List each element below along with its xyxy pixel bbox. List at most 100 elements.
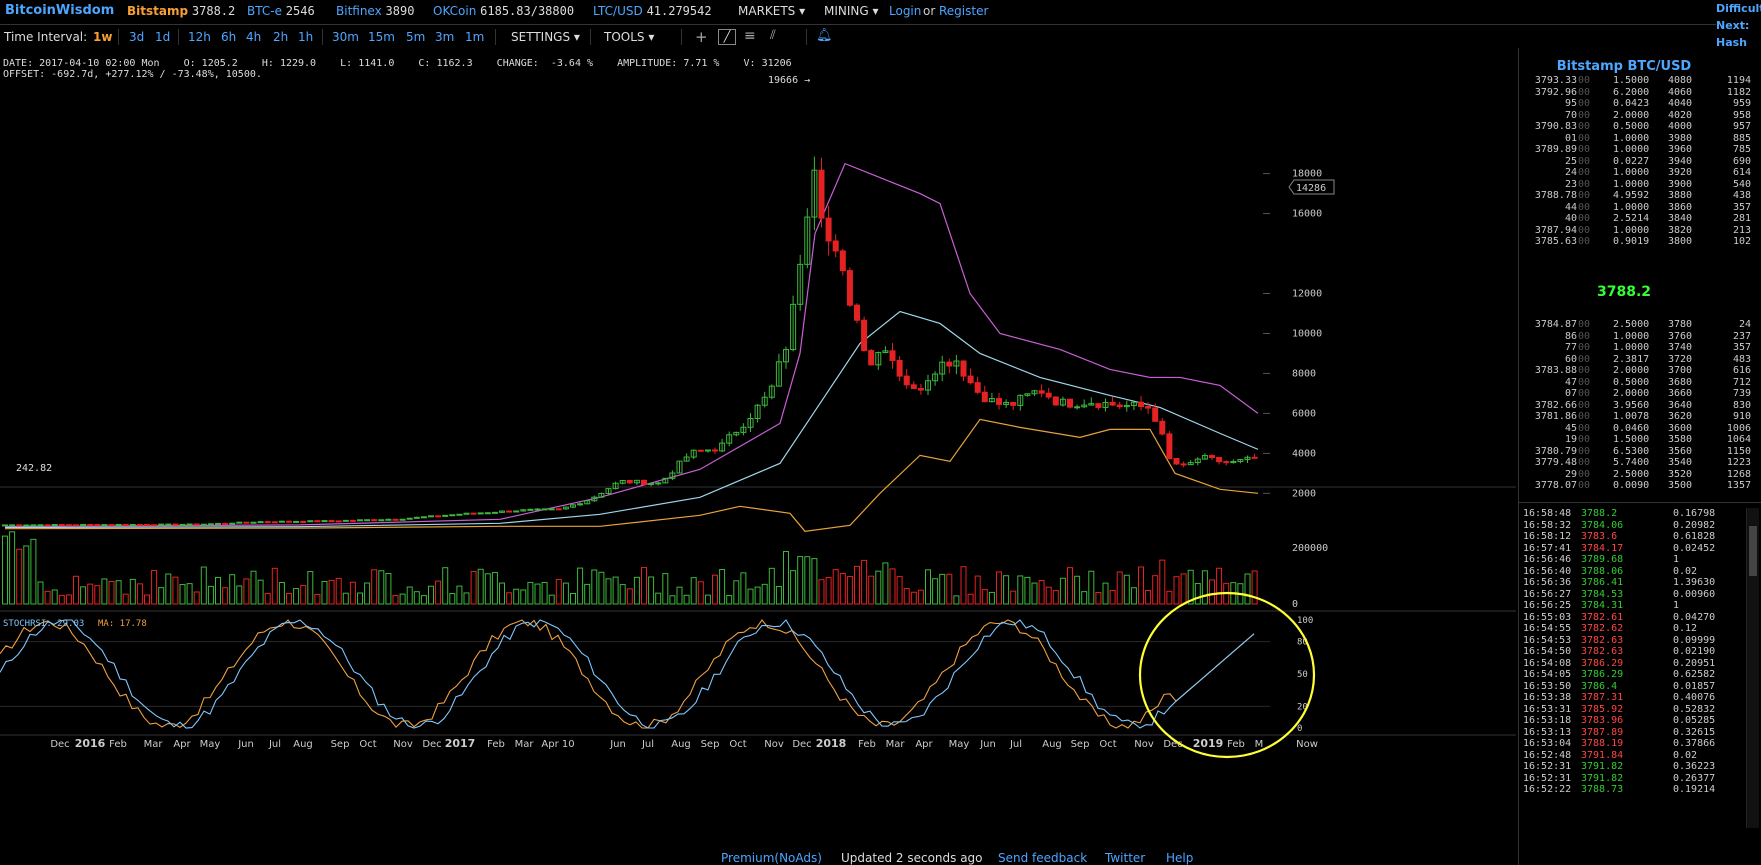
x-axis-label: Dec	[50, 739, 69, 750]
volume-bar	[364, 582, 371, 605]
candle	[80, 523, 87, 526]
cell: 4080	[1668, 75, 1693, 86]
interval-30m[interactable]: 30m	[332, 30, 359, 44]
interval-1d[interactable]: 1d	[155, 30, 171, 44]
volume-bar	[30, 538, 37, 605]
price-chart[interactable]: STOCHRSI: 29.03 MA: 17.78 18000 16000 12000…	[0, 48, 1516, 848]
ticker-bitfinex[interactable]: Bitfinex 3890	[336, 4, 414, 18]
candle	[1024, 393, 1031, 396]
x-axis-label: Aug	[1042, 739, 1062, 750]
x-axis-label: 2018	[816, 737, 847, 750]
volume-bar	[58, 594, 65, 605]
brand-logo[interactable]: BitcoinWisdom	[5, 3, 115, 18]
volume-bar	[669, 595, 676, 605]
candle	[1152, 407, 1159, 422]
ticker-ltcusd[interactable]: LTC/USD 41.279542	[593, 4, 712, 18]
login-link[interactable]: Login	[889, 4, 922, 18]
interval-5m[interactable]: 5m	[406, 30, 426, 44]
candle	[463, 512, 470, 515]
mining-label: MINING	[824, 4, 869, 18]
middle-band	[4, 310, 1259, 529]
ticker-name: LTC/USD	[593, 4, 643, 18]
x-axis-label: Oct	[729, 739, 746, 750]
horizontal-lines-icon[interactable]: ≡	[744, 28, 756, 44]
markets-menu[interactable]: MARKETS ▾	[738, 4, 805, 18]
volume-bar	[357, 592, 363, 605]
cell: 885	[1732, 132, 1751, 144]
stoch-tick-label: 0	[1297, 724, 1302, 734]
help-link[interactable]: Help	[1166, 851, 1194, 865]
cell: 00	[1578, 132, 1591, 144]
volume-bar	[846, 576, 853, 605]
time-interval-label: Time Interval:	[4, 30, 88, 44]
register-link[interactable]: Register	[939, 4, 989, 18]
cell: 0.37866	[1673, 738, 1716, 749]
volume-bar	[236, 585, 243, 605]
x-axis-label: Mar	[144, 739, 164, 750]
candle	[115, 523, 122, 526]
candle	[733, 431, 740, 436]
ticker-btce[interactable]: BTC-e 2546	[247, 4, 315, 18]
interval-1m[interactable]: 1m	[465, 30, 485, 44]
ticker-okcoin[interactable]: OKCoin 6185.83/38800	[433, 4, 574, 18]
cell: 1194	[1726, 75, 1751, 86]
trendline-icon[interactable]: ╱	[718, 29, 736, 45]
fan-lines-icon[interactable]: ⫽	[770, 28, 776, 43]
cell: 3780.79	[1534, 445, 1577, 457]
tools-menu[interactable]: TOOLS ▾	[604, 30, 654, 44]
ticker-value: 2546	[285, 4, 315, 18]
send-feedback-link[interactable]: Send feedback	[998, 851, 1088, 865]
premium-link[interactable]: Premium(NoAds)	[721, 851, 822, 865]
cell: 3980	[1668, 132, 1693, 144]
candle	[1010, 401, 1017, 406]
cell: 0.02452	[1673, 542, 1716, 554]
volume-bar	[584, 583, 591, 605]
twitter-link[interactable]: Twitter	[1105, 851, 1146, 865]
interval-4h[interactable]: 4h	[246, 30, 262, 44]
interval-3m[interactable]: 3m	[435, 30, 455, 44]
volume-bar	[179, 584, 186, 605]
bell-alert-icon[interactable]: 🔔︎	[816, 28, 833, 43]
volume-bar	[449, 593, 456, 605]
interval-3d[interactable]: 3d	[129, 30, 145, 44]
x-axis-label: May	[200, 739, 221, 750]
candle	[960, 360, 967, 377]
x-axis-label: Apr	[915, 739, 933, 750]
mining-menu[interactable]: MINING ▾	[824, 4, 879, 18]
candle	[449, 514, 456, 517]
volume-bar	[1024, 576, 1031, 605]
volume-bar	[385, 572, 392, 605]
candle	[676, 460, 683, 474]
volume-bar	[726, 595, 733, 605]
hashrate-label: Hash Ra	[1716, 36, 1748, 49]
scrollbar-thumb[interactable]	[1749, 526, 1757, 576]
updated-status: Updated 2 seconds ago	[841, 851, 983, 865]
volume-bar	[939, 573, 946, 605]
volume-bar	[1244, 573, 1251, 605]
candle	[1223, 461, 1230, 464]
volume-bar	[633, 576, 640, 605]
candle	[16, 524, 23, 527]
volume-bar	[491, 572, 498, 605]
candle	[903, 375, 910, 386]
candle	[151, 524, 158, 527]
interval-1w[interactable]: 1w	[93, 30, 113, 44]
volume-bar	[747, 588, 754, 605]
candle	[818, 169, 825, 219]
volume-bar	[946, 573, 953, 605]
x-axis-label: Aug	[293, 739, 313, 750]
crosshair-icon[interactable]: +	[695, 28, 708, 46]
interval-15m[interactable]: 15m	[368, 30, 395, 44]
volume-bar	[981, 589, 988, 605]
interval-6h[interactable]: 6h	[221, 30, 237, 44]
volume-bar	[548, 594, 555, 605]
trades-scrollbar[interactable]	[1746, 508, 1759, 828]
interval-12h[interactable]: 12h	[188, 30, 211, 44]
ma-line	[0, 619, 1255, 729]
candle	[1045, 392, 1052, 398]
interval-2h[interactable]: 2h	[273, 30, 289, 44]
ticker-bitstamp[interactable]: Bitstamp 3788.2	[127, 4, 235, 18]
candle	[1159, 420, 1166, 435]
settings-menu[interactable]: SETTINGS ▾	[511, 30, 580, 44]
interval-1h[interactable]: 1h	[298, 30, 314, 44]
